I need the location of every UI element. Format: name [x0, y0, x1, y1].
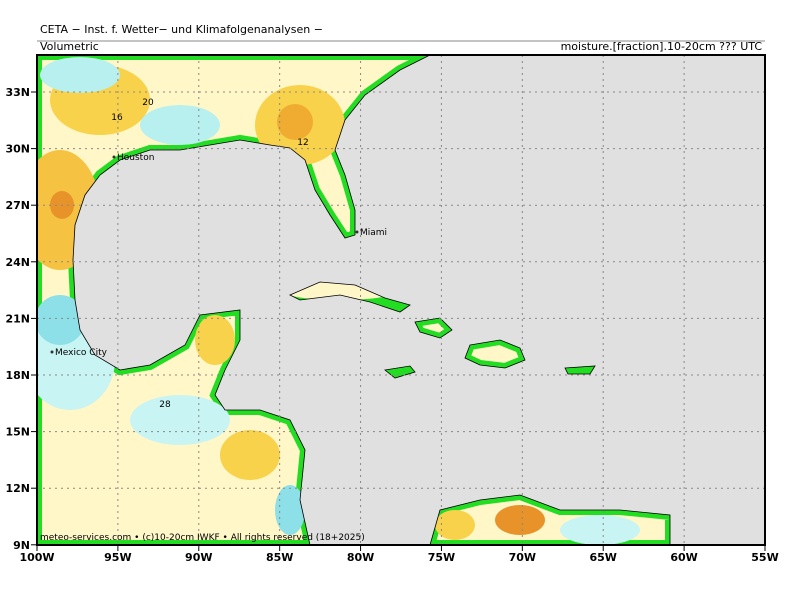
header-left: Volumetric	[40, 40, 99, 53]
city-label: Miami	[360, 228, 387, 238]
contour-label: 28	[159, 400, 171, 410]
lat-label: 12N	[5, 482, 30, 495]
graticule	[37, 55, 765, 545]
lat-label: 30N	[5, 143, 30, 156]
lon-label: 100W	[19, 551, 54, 564]
lat-label: 18N	[5, 369, 30, 382]
lat-label: 24N	[5, 256, 30, 269]
lon-label: 60W	[670, 551, 697, 564]
lon-label: 90W	[185, 551, 212, 564]
lat-label: 15N	[5, 426, 30, 439]
contour-label: 20	[142, 98, 154, 108]
header-title: CETA − Inst. f. Wetter− und Klimafolgena…	[40, 23, 323, 36]
footer: meteo-services.com • (c)10-20cm IWKF • A…	[40, 533, 365, 543]
map-frame	[36, 54, 766, 546]
city-dot	[112, 155, 116, 159]
city-label: Mexico City	[55, 348, 108, 358]
lon-label: 95W	[104, 551, 131, 564]
lon-label: 65W	[589, 551, 616, 564]
contour-label: 12	[297, 138, 308, 148]
lat-label: 21N	[5, 312, 30, 325]
lon-label: 75W	[428, 551, 455, 564]
lon-label: 70W	[509, 551, 536, 564]
city-dot	[50, 350, 54, 354]
lat-label: 27N	[5, 199, 30, 212]
lon-label: 55W	[751, 551, 778, 564]
contour-label: 16	[111, 113, 123, 123]
header-right: moisture.[fraction].10-20cm ??? UTC	[561, 40, 763, 53]
lon-label: 85W	[266, 551, 293, 564]
lat-label: 33N	[5, 86, 30, 99]
lat-label: 9N	[13, 539, 30, 552]
city-label: Houston	[117, 153, 154, 163]
city-dot	[355, 230, 359, 234]
lon-label: 80W	[347, 551, 374, 564]
